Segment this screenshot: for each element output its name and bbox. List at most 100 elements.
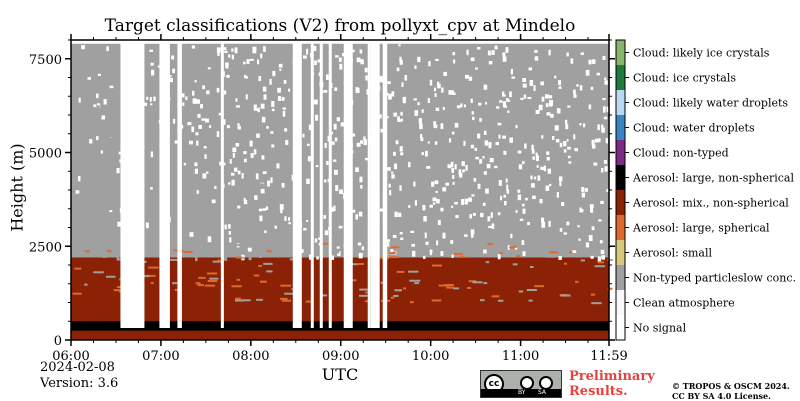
preliminary-line-1: Preliminary <box>569 369 655 384</box>
speckle <box>387 167 391 171</box>
speckle <box>468 76 473 81</box>
speckle <box>84 250 91 253</box>
no-signal-gap <box>367 40 371 328</box>
speckle <box>225 62 229 67</box>
speckle <box>502 101 506 107</box>
speckle <box>222 109 226 115</box>
speckle <box>523 94 527 99</box>
speckle <box>442 232 446 239</box>
speckle <box>554 75 557 79</box>
speckle <box>355 214 358 220</box>
speckle <box>172 69 175 72</box>
speckle <box>550 113 554 118</box>
speckle <box>573 94 577 98</box>
speckle <box>431 299 442 302</box>
speckle <box>282 107 287 110</box>
speckle <box>93 230 97 234</box>
speckle <box>243 61 246 65</box>
speckle <box>482 156 485 159</box>
speckle <box>302 133 305 138</box>
speckle <box>534 50 538 53</box>
speckle <box>206 272 218 275</box>
speckle <box>541 135 544 139</box>
y-axis: 0 2500 5000 7500 <box>29 39 615 349</box>
speckle <box>219 161 222 166</box>
colorbar-swatch <box>616 90 625 115</box>
speckle <box>358 262 364 265</box>
speckle <box>450 205 454 208</box>
speckle <box>228 224 231 229</box>
speckle <box>589 204 594 209</box>
speckle <box>419 123 423 130</box>
speckle <box>243 158 247 163</box>
speckle <box>440 207 444 212</box>
speckle <box>103 98 107 105</box>
speckle <box>415 244 419 251</box>
speckle <box>590 255 594 259</box>
speckle <box>434 141 438 145</box>
speckle <box>536 165 539 168</box>
speckle <box>171 234 175 240</box>
speckle <box>330 131 333 135</box>
speckle <box>532 195 536 200</box>
speckle <box>359 176 363 183</box>
speckle <box>312 45 317 52</box>
speckle <box>540 81 544 86</box>
speckle <box>358 211 363 217</box>
speckle <box>263 46 266 52</box>
x-axis-label: UTC <box>321 365 359 384</box>
speckle <box>143 193 146 197</box>
speckle <box>396 270 405 273</box>
speckle <box>338 57 342 62</box>
speckle <box>143 102 148 106</box>
x-tick-label: 08:00 <box>232 349 269 364</box>
speckle <box>185 187 189 191</box>
speckle <box>377 226 382 231</box>
speckle <box>358 252 363 259</box>
speckle <box>522 161 525 165</box>
cc-license-badge[interactable]: cc BY SA <box>480 370 562 398</box>
speckle <box>472 212 476 216</box>
speckle <box>276 163 280 169</box>
speckle <box>509 138 513 143</box>
speckle <box>574 280 579 283</box>
speckle <box>388 183 391 188</box>
speckle <box>100 152 105 157</box>
speckle <box>558 176 563 181</box>
speckle <box>229 158 232 164</box>
speckle <box>256 133 260 138</box>
speckle <box>506 98 509 102</box>
speckle <box>434 93 437 97</box>
speckle <box>400 152 404 156</box>
speckle <box>425 150 428 157</box>
speckle <box>470 98 473 104</box>
speckle <box>454 201 458 205</box>
speckle <box>435 190 438 194</box>
speckle <box>566 139 569 142</box>
speckle <box>195 132 199 136</box>
speckle <box>379 114 382 119</box>
y-tick-label: 5000 <box>29 147 62 162</box>
speckle <box>231 48 234 52</box>
speckle <box>394 163 398 170</box>
speckle <box>146 245 153 248</box>
speckle <box>260 183 264 188</box>
speckle <box>143 231 147 238</box>
speckle <box>78 229 82 235</box>
speckle <box>228 182 231 185</box>
speckle <box>99 220 103 227</box>
speckle <box>548 49 551 56</box>
speckle <box>476 46 481 50</box>
speckle <box>279 68 282 71</box>
speckle <box>531 144 534 151</box>
speckle <box>116 168 120 174</box>
speckle <box>514 246 518 252</box>
speckle <box>260 188 265 194</box>
speckle <box>117 227 122 233</box>
speckle <box>400 237 404 240</box>
speckle <box>522 78 527 83</box>
speckle <box>487 50 491 56</box>
speckle <box>399 232 403 235</box>
speckle <box>526 288 537 291</box>
speckle <box>198 254 202 257</box>
